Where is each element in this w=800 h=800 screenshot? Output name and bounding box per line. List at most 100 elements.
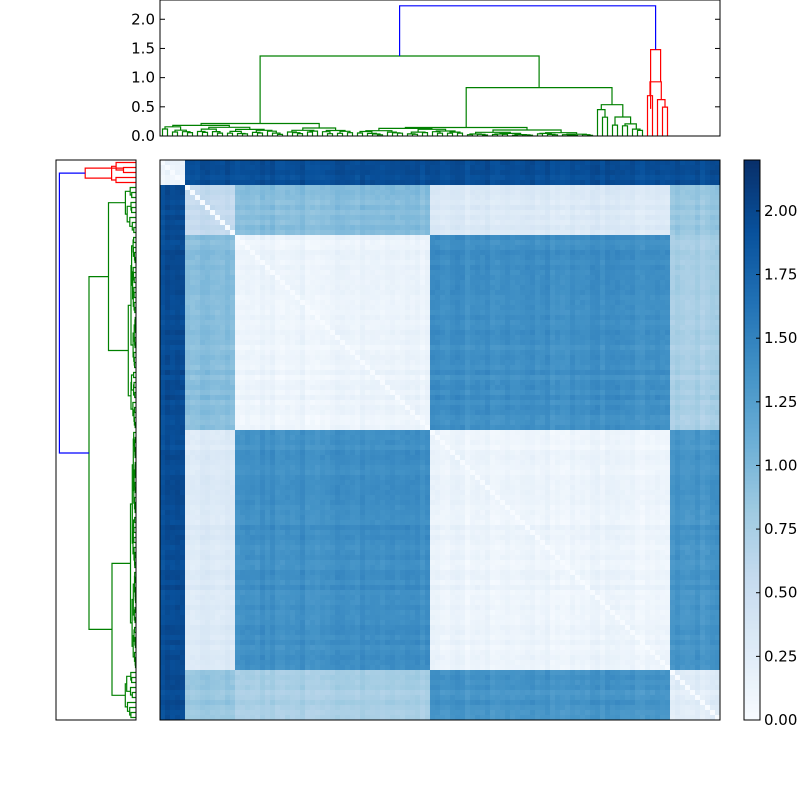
heatmap-cell [270,170,276,176]
heatmap-cell [590,165,596,171]
heatmap-cell [600,240,606,246]
heatmap-cell [235,210,241,216]
heatmap-cell [235,325,241,331]
heatmap-cell [305,350,311,356]
heatmap-cell [450,355,456,361]
heatmap-cell [645,255,651,261]
heatmap-cell [220,355,226,361]
heatmap-cell [375,305,381,311]
heatmap-cell [230,300,236,306]
heatmap-cell [175,170,181,176]
heatmap-cell [480,335,486,341]
heatmap-cell [245,325,251,331]
heatmap-cell [505,360,511,366]
heatmap-cell [330,310,336,316]
heatmap-cell [355,210,361,216]
heatmap-cell [235,175,241,181]
heatmap-cell [470,360,476,366]
heatmap-cell [265,305,271,311]
heatmap-cell [220,255,226,261]
heatmap-cell [350,350,356,356]
heatmap-cell [635,210,641,216]
heatmap-cell [510,175,516,181]
heatmap-cell [165,315,171,321]
heatmap-cell [360,175,366,181]
heatmap-cell [195,290,201,296]
heatmap-cell [510,180,516,186]
heatmap-cell [290,305,296,311]
heatmap-cell [530,330,536,336]
heatmap-cell [685,340,691,346]
heatmap-cell [550,290,556,296]
heatmap-cell [255,190,261,196]
heatmap-cell [595,325,601,331]
heatmap-cell [190,325,196,331]
heatmap-cell [585,265,591,271]
heatmap-cell [215,225,221,231]
heatmap-cell [690,245,696,251]
heatmap-cell [455,365,461,371]
heatmap-cell [435,305,441,311]
heatmap-cell [210,370,216,376]
heatmap-cell [560,255,566,261]
heatmap-cell [335,335,341,341]
heatmap-cell [500,170,506,176]
heatmap-cell [635,320,641,326]
heatmap-cell [615,160,621,166]
heatmap-cell [320,310,326,316]
heatmap-cell [225,275,231,281]
heatmap-cell [490,165,496,171]
heatmap-cell [590,175,596,181]
heatmap-cell [530,160,536,166]
heatmap-cell [375,270,381,276]
heatmap-cell [280,195,286,201]
heatmap-cell [235,335,241,341]
heatmap-cell [400,295,406,301]
heatmap-cell [415,185,421,191]
heatmap-cell [545,200,551,206]
heatmap-cell [255,300,261,306]
heatmap-cell [640,175,646,181]
heatmap-cell [340,165,346,171]
heatmap-cell [480,205,486,211]
heatmap-cell [675,350,681,356]
heatmap-cell [535,235,541,241]
heatmap-cell [570,335,576,341]
heatmap-cell [305,320,311,326]
heatmap-cell [715,310,721,316]
heatmap-cell [480,215,486,221]
heatmap-cell [460,285,466,291]
heatmap-cell [165,300,171,306]
heatmap-cell [570,250,576,256]
heatmap-cell [585,315,591,321]
heatmap-cell [625,270,631,276]
heatmap-cell [270,370,276,376]
heatmap-cell [225,335,231,341]
heatmap-cell [320,210,326,216]
heatmap-cell [365,235,371,241]
heatmap-cell [195,215,201,221]
heatmap-cell [470,285,476,291]
heatmap-cell [175,260,181,266]
heatmap-cell [405,315,411,321]
heatmap-cell [400,290,406,296]
heatmap-cell [645,210,651,216]
heatmap-cell [390,190,396,196]
heatmap-cell [715,350,721,356]
heatmap-cell [430,170,436,176]
heatmap-cell [180,290,186,296]
heatmap-cell [215,215,221,221]
heatmap-cell [230,325,236,331]
heatmap-cell [555,310,561,316]
heatmap-cell [700,215,706,221]
heatmap-cell [365,275,371,281]
heatmap-cell [595,255,601,261]
heatmap-cell [360,330,366,336]
heatmap-cell [205,360,211,366]
heatmap-cell [445,360,451,366]
top-dendrogram-ytick-label: 1.5 [131,39,155,57]
heatmap-cell [300,365,306,371]
heatmap-cell [185,175,191,181]
heatmap-cell [540,165,546,171]
heatmap-cell [655,160,661,166]
